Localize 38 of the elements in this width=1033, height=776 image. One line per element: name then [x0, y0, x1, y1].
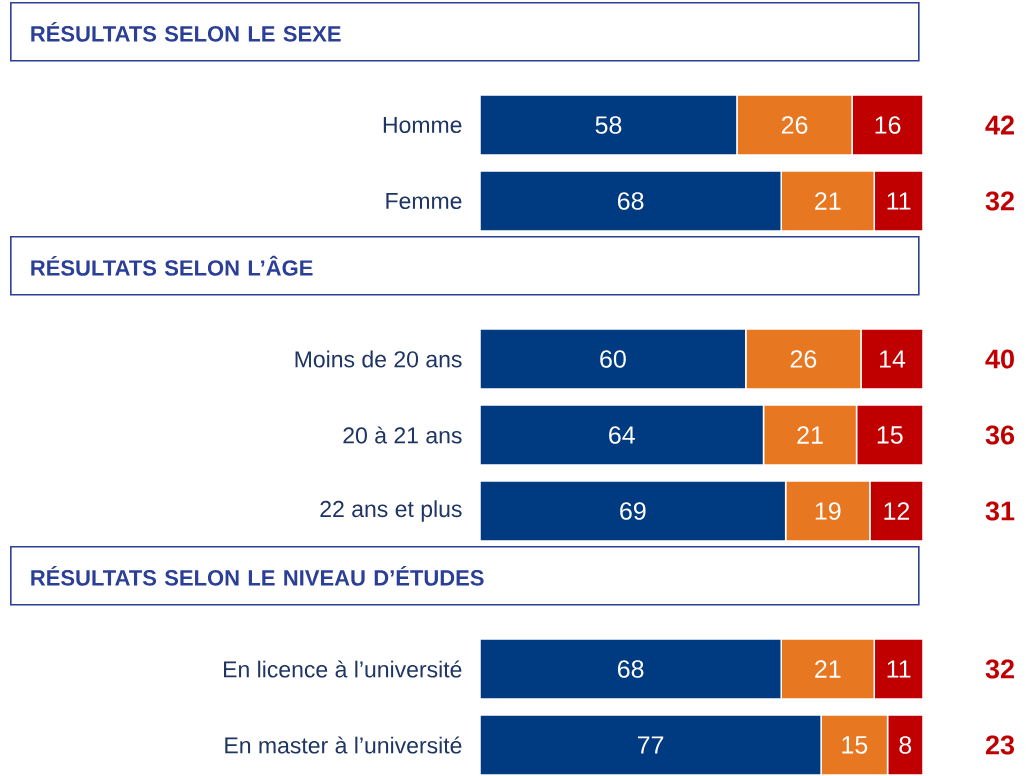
y-tick-label: En licence à l’université [224, 660, 462, 678]
y-tick-label: 22 ans et plus [320, 500, 462, 522]
data-label: 19 [815, 502, 841, 520]
text: RÉSULTATS SELON L’ÂGE [31, 255, 313, 276]
text: 31 [985, 501, 1015, 521]
data-label: 11 [887, 192, 911, 210]
data-label: 12 [884, 502, 910, 520]
data-label: 77 [637, 736, 664, 754]
data-label: 68 [617, 192, 644, 210]
y-tick-label: En master à l’université [225, 736, 462, 754]
text: 23 [985, 735, 1015, 755]
text: 42 [985, 115, 1014, 135]
data-label: 58 [595, 116, 622, 134]
data-label: 16 [875, 116, 901, 134]
y-tick-label: Moins de 20 ans [295, 350, 462, 368]
data-label: 68 [617, 660, 644, 678]
data-label: 11 [887, 660, 911, 678]
y-tick-label: 20 à 21 ans [343, 426, 462, 444]
data-label: 21 [815, 660, 841, 678]
y-tick-label: Femme [386, 192, 462, 210]
data-label: 15 [842, 736, 868, 754]
data-label: 21 [815, 192, 841, 210]
text: 40 [985, 349, 1014, 369]
data-label: 60 [600, 350, 626, 368]
data-label: 15 [877, 426, 903, 444]
y-tick-label: Homme [383, 116, 462, 134]
text: RÉSULTATS SELON LE NIVEAU D’ÉTUDES [31, 565, 484, 586]
data-label: 21 [797, 426, 823, 444]
data-label: 26 [781, 116, 808, 134]
data-label: 8 [899, 736, 912, 754]
text: 32 [985, 191, 1014, 211]
data-label: 26 [790, 350, 817, 368]
data-label: 14 [879, 350, 906, 368]
data-label: 69 [620, 502, 646, 520]
data-label: 64 [609, 426, 635, 444]
text: 32 [985, 659, 1014, 679]
text: RÉSULTATS SELON LE SEXE [31, 21, 341, 42]
text: 36 [985, 425, 1015, 445]
